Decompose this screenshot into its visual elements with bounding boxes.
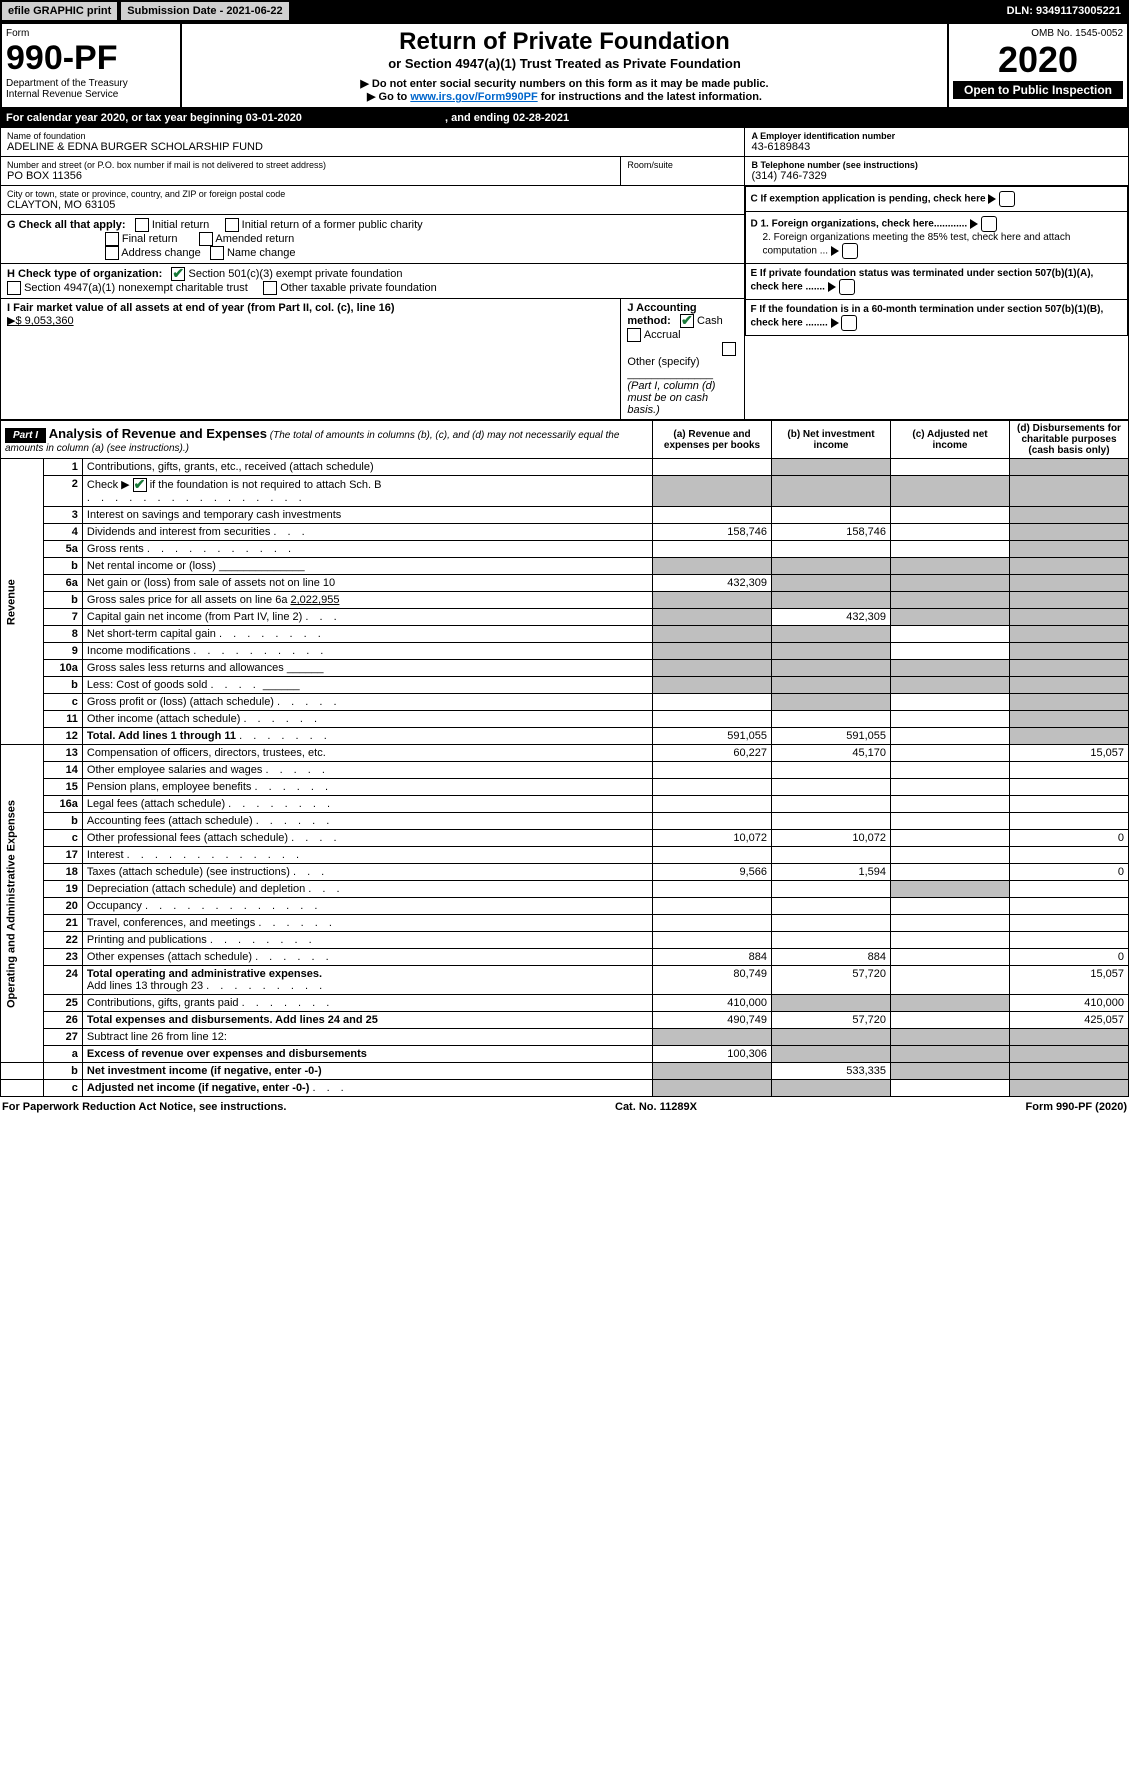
c-checkbox[interactable] [999,191,1015,207]
omb: OMB No. 1545-0052 [953,28,1123,39]
j-accrual-checkbox[interactable] [627,328,641,342]
foundation-name: ADELINE & EDNA BURGER SCHOLARSHIP FUND [7,141,738,153]
h-4947-checkbox[interactable] [7,281,21,295]
street-label: Number and street (or P.O. box number if… [7,160,614,170]
footer: For Paperwork Reduction Act Notice, see … [0,1097,1129,1117]
h-other-checkbox[interactable] [263,281,277,295]
revenue-label: Revenue [1,459,44,745]
c-label: C If exemption application is pending, c… [750,194,985,205]
phone-value: (314) 746-7329 [751,170,1122,182]
g-name-checkbox[interactable] [210,246,224,260]
city-label: City or town, state or province, country… [7,189,738,199]
street-value: PO BOX 11356 [7,170,614,182]
ein-label: A Employer identification number [751,131,1122,141]
arrow-icon [988,194,996,204]
d1-label: D 1. Foreign organizations, check here..… [750,219,967,230]
form-title: Return of Private Foundation [186,28,943,56]
col-a: (a) Revenue and expenses per books [653,421,772,459]
goto-link[interactable]: www.irs.gov/Form990PF [410,91,537,103]
g-initial-checkbox[interactable] [135,218,149,232]
e-checkbox[interactable] [839,279,855,295]
i-value: ▶$ 9,053,360 [7,315,74,327]
analysis-table: Part I Analysis of Revenue and Expenses … [0,420,1129,1097]
f-label: F If the foundation is in a 60-month ter… [750,304,1103,329]
open-public: Open to Public Inspection [953,81,1123,99]
form-header: Form 990-PF Department of the Treasury I… [0,22,1129,109]
e-label: E If private foundation status was termi… [750,268,1093,293]
part1-label: Part I [5,428,46,443]
col-b: (b) Net investment income [772,421,891,459]
g-initial-former-checkbox[interactable] [225,218,239,232]
top-bar: efile GRAPHIC print Submission Date - 20… [0,0,1129,22]
ein-value: 43-6189843 [751,141,1122,153]
calendar-year-row: For calendar year 2020, or tax year begi… [0,109,1129,127]
submission-date: Submission Date - 2021-06-22 [121,2,288,20]
i-label: I Fair market value of all assets at end… [7,302,395,314]
dept: Department of the Treasury [6,78,176,89]
f-checkbox[interactable] [841,315,857,331]
room-label: Room/suite [627,160,738,170]
footer-mid: Cat. No. 11289X [615,1101,697,1113]
info-block: Name of foundation ADELINE & EDNA BURGER… [0,127,1129,420]
footer-left: For Paperwork Reduction Act Notice, see … [2,1101,286,1113]
d2-checkbox[interactable] [842,243,858,259]
col-d: (d) Disbursements for charitable purpose… [1010,421,1129,459]
h-label: H Check type of organization: [7,268,162,280]
phone-label: B Telephone number (see instructions) [751,160,1122,170]
irs: Internal Revenue Service [6,89,176,100]
g-address-checkbox[interactable] [105,246,119,260]
h-501c3-checkbox[interactable] [171,267,185,281]
d1-checkbox[interactable] [981,216,997,232]
expenses-label: Operating and Administrative Expenses [1,745,44,1063]
d2-label: 2. Foreign organizations meeting the 85%… [762,232,1070,257]
col-c: (c) Adjusted net income [891,421,1010,459]
j-note: (Part I, column (d) must be on cash basi… [627,380,715,416]
form-label: Form [6,28,176,39]
line2-checkbox[interactable] [133,478,147,492]
form-number: 990-PF [6,39,176,78]
g-label: G Check all that apply: [7,219,126,231]
j-cash-checkbox[interactable] [680,314,694,328]
g-final-checkbox[interactable] [105,232,119,246]
dln: DLN: 93491173005221 [1001,2,1127,20]
part1-title: Analysis of Revenue and Expenses [49,426,267,441]
tax-year: 2020 [953,39,1123,81]
goto-line: ▶ Go to www.irs.gov/Form990PF for instru… [186,90,943,103]
footer-right: Form 990-PF (2020) [1026,1101,1127,1113]
g-amended-checkbox[interactable] [199,232,213,246]
name-label: Name of foundation [7,131,738,141]
form-subtitle: or Section 4947(a)(1) Trust Treated as P… [186,56,943,71]
j-other-checkbox[interactable] [722,342,736,356]
efile-label: efile GRAPHIC print [2,2,117,20]
ssn-warning: ▶ Do not enter social security numbers o… [186,77,943,90]
city-value: CLAYTON, MO 63105 [7,199,738,211]
